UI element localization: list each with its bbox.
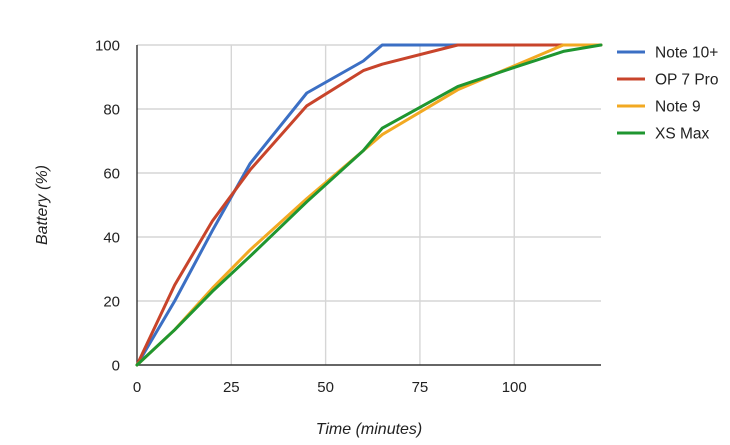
legend: Note 10+ OP 7 Pro Note 9 XS Max [617, 45, 718, 143]
y-tick-label: 60 [103, 166, 120, 183]
legend-label: Note 9 [655, 99, 701, 116]
legend-label: Note 10+ [655, 45, 718, 62]
y-tick-label: 0 [112, 358, 120, 375]
series-line-note-10 [135, 43, 603, 367]
y-axis-label: Battery (%) [34, 165, 51, 245]
legend-label: OP 7 Pro [655, 72, 718, 89]
series-line-note-9 [135, 43, 603, 367]
x-tick-label: 100 [502, 379, 527, 396]
y-tick-label: 20 [103, 294, 120, 311]
y-tick-label: 40 [103, 230, 120, 247]
series-line-op-7-pro [135, 43, 603, 367]
x-tick-label: 75 [412, 379, 429, 396]
axes [136, 45, 601, 366]
x-tick-label: 25 [223, 379, 240, 396]
y-tick-label: 100 [95, 38, 120, 55]
series-lines [135, 43, 603, 367]
x-axis-label: Time (minutes) [316, 421, 423, 438]
x-tick-label: 50 [317, 379, 334, 396]
y-tick-label: 80 [103, 102, 120, 119]
grid-lines [137, 44, 601, 365]
x-tick-label: 0 [133, 379, 141, 396]
tick-labels: 0 20 40 60 80 100 0 25 50 75 100 [95, 38, 527, 397]
series-line-xs-max [135, 43, 603, 367]
legend-label: XS Max [655, 126, 710, 143]
